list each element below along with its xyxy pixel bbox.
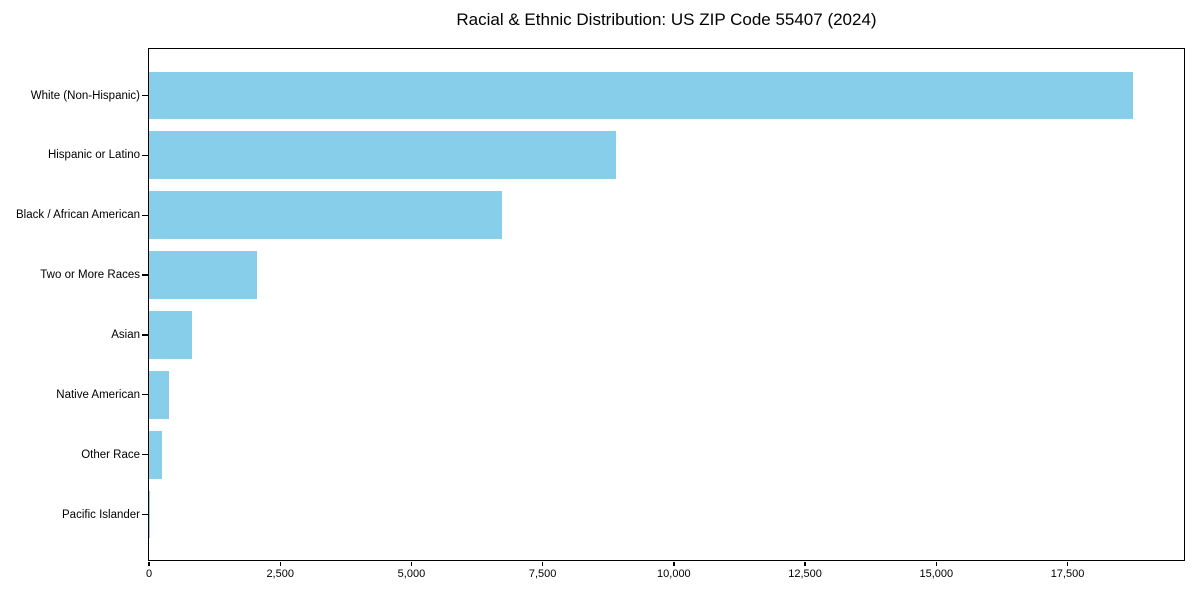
y-axis-label: Native American <box>56 388 140 401</box>
x-axis-tick <box>279 561 281 566</box>
bar <box>149 251 257 299</box>
x-axis-label: 17,500 <box>1050 568 1085 580</box>
y-axis-tick <box>141 454 148 456</box>
y-axis-label: Pacific Islander <box>62 508 140 521</box>
x-axis-tick <box>410 561 413 566</box>
y-axis-tick <box>141 334 148 336</box>
chart-title: Racial & Ethnic Distribution: US ZIP Cod… <box>456 10 877 29</box>
x-axis-label: 12,500 <box>788 568 822 580</box>
bar <box>149 430 162 479</box>
x-axis-label: 15,000 <box>919 568 954 580</box>
x-axis-tick <box>673 561 675 566</box>
y-axis-tick <box>141 394 148 396</box>
x-axis-label: 0 <box>145 568 153 580</box>
bar <box>149 490 151 539</box>
y-axis-label: Hispanic or Latino <box>47 149 140 162</box>
x-axis-tick <box>1066 561 1069 566</box>
x-axis-label: 10,000 <box>657 568 691 580</box>
bar <box>149 370 170 419</box>
y-axis-tick <box>141 94 148 97</box>
y-axis-label: Black / African American <box>16 209 140 222</box>
x-axis-label: 7,500 <box>528 568 557 580</box>
y-axis-tick <box>141 513 148 516</box>
bar <box>149 131 616 180</box>
bar <box>149 311 192 359</box>
x-axis-label: 2,500 <box>266 568 294 580</box>
y-axis-label: Two or More Races <box>40 269 140 282</box>
x-axis-tick <box>804 561 806 566</box>
y-axis-label: White (Non-Hispanic) <box>30 89 140 102</box>
x-axis-tick <box>148 561 150 566</box>
y-axis-tick <box>141 214 148 216</box>
y-axis-label: Other Race <box>81 448 140 461</box>
x-axis-tick <box>935 561 937 566</box>
bar <box>149 71 1134 120</box>
plot-area: White (Non-Hispanic) Hispanic or Latino Bl… <box>16 48 1185 580</box>
bar <box>149 191 502 240</box>
y-axis-label: Asian <box>111 328 140 341</box>
x-axis-label: 5,000 <box>397 568 426 580</box>
x-axis-tick <box>542 561 544 566</box>
y-axis-tick <box>141 154 148 156</box>
y-axis-tick <box>141 274 148 276</box>
